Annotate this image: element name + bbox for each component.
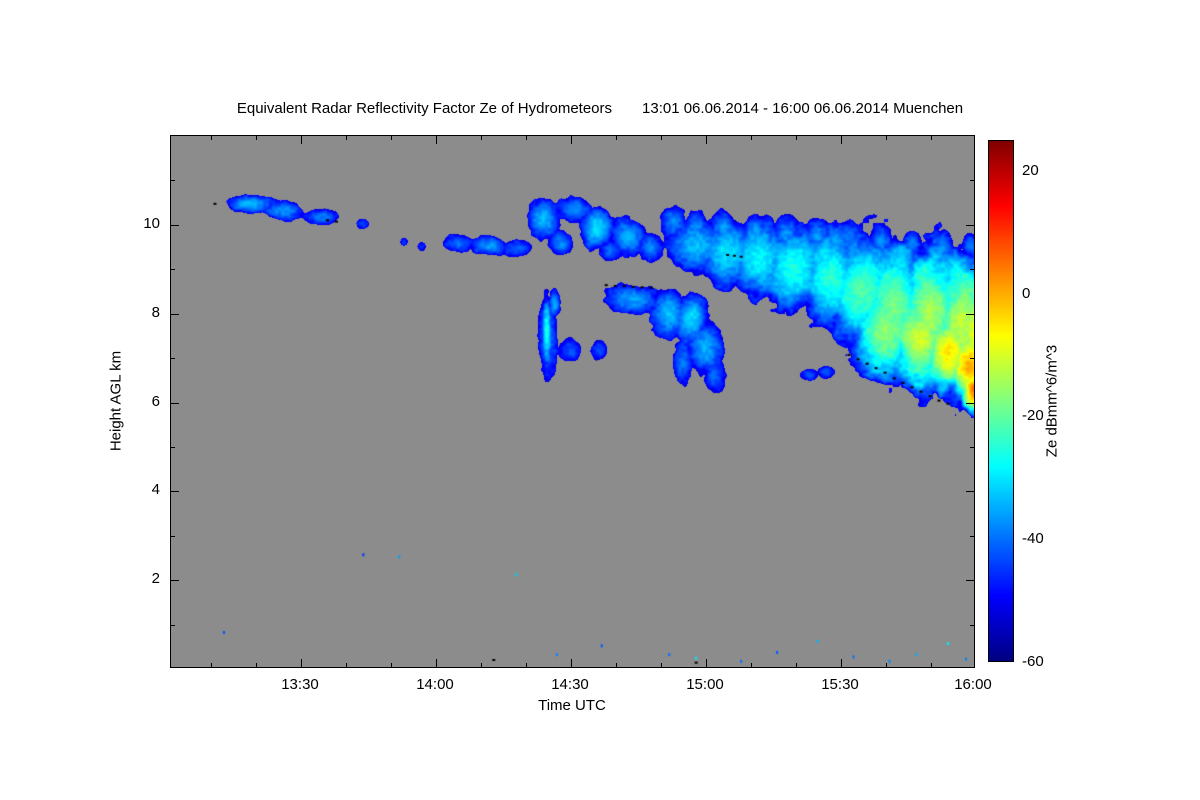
y-axis-title: Height AGL km bbox=[107, 350, 125, 452]
colorbar-tick-label: -60 bbox=[1022, 653, 1044, 670]
y-tick-label: 2 bbox=[151, 570, 160, 587]
chart-title-timerange: 13:01 06.06.2014 - 16:00 06.06.2014 Muen… bbox=[642, 100, 964, 117]
x-tick-label: 14:00 bbox=[416, 676, 454, 693]
colorbar bbox=[988, 140, 1014, 662]
x-tick-label: 16:00 bbox=[954, 676, 992, 693]
chart-title-left: Equivalent Radar Reflectivity Factor Ze … bbox=[236, 100, 613, 117]
plot-area bbox=[170, 135, 975, 668]
x-tick-label: 15:00 bbox=[686, 676, 724, 693]
y-tick-label: 4 bbox=[151, 481, 160, 498]
x-axis-title: Time UTC bbox=[538, 697, 606, 714]
chart-title: Equivalent Radar Reflectivity Factor Ze … bbox=[0, 100, 1200, 117]
colorbar-tick-label: -20 bbox=[1022, 407, 1044, 425]
y-tick-label: 8 bbox=[151, 304, 160, 321]
x-tick-label: 14:30 bbox=[551, 676, 589, 693]
colorbar-gradient-canvas bbox=[988, 140, 1014, 662]
colorbar-tick-label: 0 bbox=[1022, 284, 1031, 302]
x-tick-label: 13:30 bbox=[281, 676, 319, 693]
y-tick-label: 6 bbox=[151, 393, 160, 410]
colorbar-tick-label: -40 bbox=[1022, 530, 1044, 548]
x-tick-label: 15:30 bbox=[821, 676, 859, 693]
radar-reflectivity-heatmap-canvas bbox=[170, 135, 975, 668]
colorbar-title: Ze dBmm^6/m^3 bbox=[1043, 344, 1061, 458]
y-tick-label: 10 bbox=[143, 215, 160, 232]
colorbar-tick-label: 20 bbox=[1022, 161, 1039, 179]
